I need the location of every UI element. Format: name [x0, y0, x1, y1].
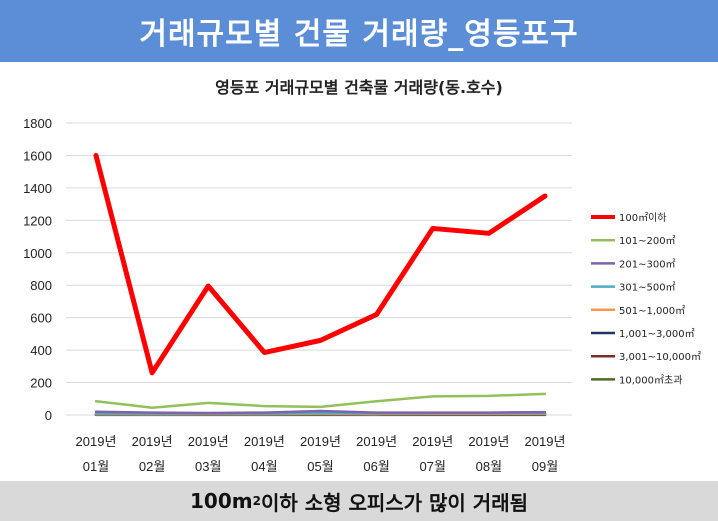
legend-label: 3,001~10,000㎡	[619, 351, 701, 363]
footer-superscript: 2	[252, 494, 261, 508]
footer-prefix: 100m	[189, 489, 253, 513]
x-tick-label: 2019년	[356, 434, 397, 449]
footer-caption: 100m 2 이하 소형 오피스가 많이 거래됨	[0, 481, 718, 521]
x-tick-label: 2019년	[132, 434, 173, 449]
x-tick-label: 2019년	[300, 434, 341, 449]
y-tick-label: 1400	[23, 181, 52, 196]
y-tick-label: 0	[45, 408, 52, 423]
series-line	[93, 152, 548, 376]
y-tick-label: 800	[30, 278, 52, 293]
x-tick-label: 07월	[420, 459, 446, 474]
legend-label: 201~300㎡	[619, 258, 676, 270]
y-tick-label: 1800	[23, 116, 52, 131]
y-tick-label: 200	[30, 376, 52, 391]
y-tick-label: 600	[30, 311, 52, 326]
legend-label: 100㎡이하	[619, 211, 667, 224]
x-tick-label: 2019년	[525, 434, 566, 449]
x-tick-label: 05월	[307, 459, 333, 474]
x-tick-label: 01월	[83, 459, 109, 474]
y-tick-label: 1200	[23, 213, 52, 228]
y-tick-label: 1600	[23, 148, 52, 163]
x-tick-label: 2019년	[412, 434, 453, 449]
x-tick-label: 08월	[476, 459, 502, 474]
chart-title: 영등포 거래규모별 건축물 거래량(동.호수)	[215, 78, 503, 97]
x-tick-label: 03월	[195, 459, 221, 474]
y-tick-label: 400	[30, 343, 52, 358]
x-tick-label: 2019년	[468, 434, 509, 449]
legend-label: 101~200㎡	[619, 235, 676, 247]
banner-title: 거래규모별 건물 거래량_영등포구	[139, 17, 579, 52]
x-tick-label: 02월	[139, 459, 165, 474]
x-tick-label: 2019년	[76, 434, 117, 449]
x-tick-label: 2019년	[244, 434, 285, 449]
line-chart: 0 200 400 600 800 1000 1200 1400 1600 1800 2019년 01…	[23, 116, 701, 474]
x-tick-label: 04월	[251, 459, 277, 474]
banner: 거래규모별 건물 거래량_영등포구	[0, 0, 718, 62]
x-tick-label: 06월	[363, 459, 389, 474]
legend-label: 10,000㎡초과	[619, 374, 682, 386]
legend-label: 1,001~3,000㎡	[619, 328, 695, 340]
legend-label: 501~1,000㎡	[619, 305, 685, 317]
series-line	[94, 409, 547, 415]
series-line	[94, 392, 547, 409]
x-tick-label: 2019년	[188, 434, 229, 449]
y-tick-label: 1000	[23, 246, 52, 261]
legend-label: 301~500㎡	[619, 282, 676, 294]
footer-suffix: 이하 소형 오피스가 많이 거래됨	[260, 490, 528, 515]
x-tick-label: 09월	[532, 459, 558, 474]
